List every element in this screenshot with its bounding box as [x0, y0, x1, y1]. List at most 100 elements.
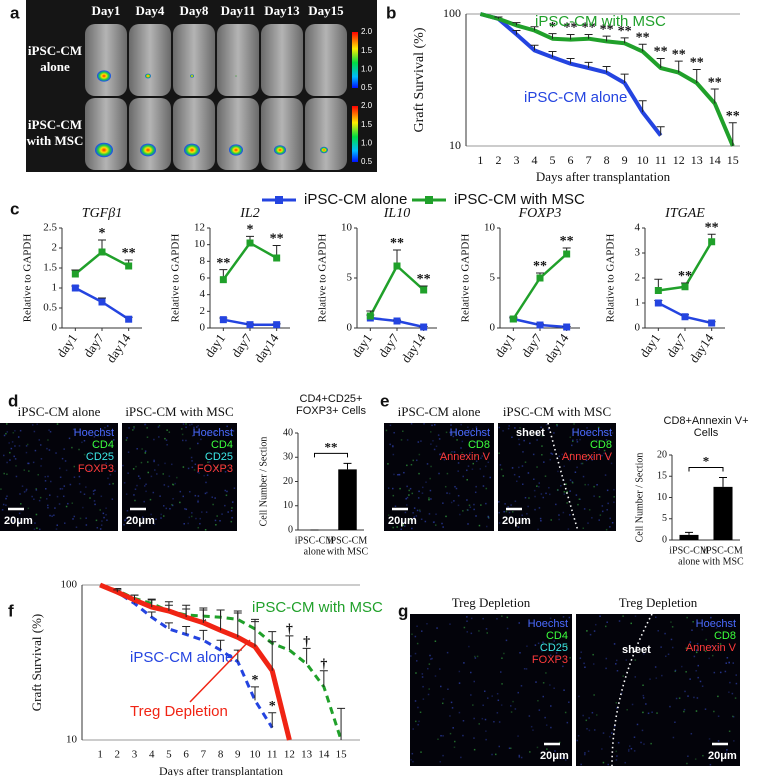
cell-dot: [145, 490, 147, 493]
error-bar: [302, 647, 311, 664]
cell-dot: [136, 447, 138, 450]
row-label: iPSC-CM: [28, 117, 82, 132]
cell-dot: [47, 475, 49, 478]
cell-dot: [456, 439, 458, 441]
error-bar: [656, 58, 665, 68]
cell-dot: [413, 516, 416, 518]
cell-dot: [83, 453, 86, 456]
point-marker: [393, 317, 401, 325]
cell-dot: [25, 445, 28, 447]
cell-dot: [53, 514, 55, 516]
cell-dot: [683, 710, 685, 713]
cell-dot: [438, 472, 440, 475]
cell-dot: [153, 523, 156, 525]
cell-dot: [59, 488, 62, 490]
cell-dot: [562, 665, 564, 668]
cell-dot: [71, 502, 74, 504]
cell-dot: [416, 660, 418, 662]
signal: [95, 142, 113, 158]
error-bar: [164, 601, 173, 611]
cell-dot: [511, 511, 514, 513]
cell-dot: [549, 684, 551, 686]
cell-dot: [232, 430, 235, 432]
cell-dot: [643, 653, 645, 655]
point-marker: [708, 238, 716, 246]
cell-dot: [572, 427, 575, 430]
x-tick-label: with MSC: [702, 556, 744, 567]
cell-dot: [705, 638, 707, 641]
cell-dot: [45, 488, 47, 490]
cell-dot: [428, 663, 431, 665]
y-axis-label: Graft Survival (%): [29, 614, 44, 711]
y-tick-label: 30: [283, 452, 293, 463]
cell-dot: [613, 501, 615, 504]
cell-dot: [14, 458, 17, 460]
cell-dot: [537, 642, 540, 645]
cell-dot: [562, 511, 565, 514]
row-label: with MSC: [27, 133, 84, 148]
y-axis-label: Relative to GAPDH: [22, 234, 34, 323]
y-tick-label: 100: [61, 579, 78, 591]
cell-dot: [577, 735, 580, 737]
panel-label: g: [398, 601, 408, 620]
cell-dot: [194, 463, 197, 466]
cell-dot: [593, 729, 596, 731]
cell-dot: [647, 712, 650, 715]
day-header: Day4: [136, 3, 165, 18]
cell-dot: [529, 442, 531, 445]
cell-dot: [701, 628, 704, 631]
cell-dot: [708, 657, 710, 660]
x-tick-label: 14: [318, 749, 330, 761]
cell-dot: [435, 445, 438, 448]
cell-dot: [596, 483, 598, 486]
cell-dot: [643, 743, 645, 745]
cell-dot: [427, 693, 430, 696]
cell-dot: [160, 517, 162, 519]
cell-dot: [437, 738, 439, 740]
cell-dot: [31, 495, 33, 498]
cell-dot: [398, 473, 400, 476]
cell-dot: [181, 433, 184, 436]
cell-dot: [146, 427, 148, 429]
cell-dot: [219, 442, 221, 444]
cell-dot: [603, 449, 606, 452]
cell-dot: [421, 492, 424, 494]
cell-dot: [704, 650, 707, 653]
cell-dot: [65, 505, 68, 508]
cell-dot: [471, 468, 474, 470]
signal: [140, 143, 156, 157]
significance-mark: *: [251, 673, 258, 688]
stain-label: CD25: [86, 451, 114, 463]
cell-dot: [440, 685, 442, 688]
color-scale: [352, 32, 358, 88]
y-tick-label: 8: [200, 255, 206, 267]
cell-dot: [518, 622, 520, 624]
cell-dot: [391, 487, 394, 490]
cell-dot: [429, 431, 432, 433]
cell-dot: [584, 752, 586, 754]
x-tick-label: 3: [132, 749, 138, 761]
cell-dot: [699, 680, 702, 683]
cell-dot: [421, 676, 424, 678]
cell-dot: [97, 434, 100, 437]
cell-dot: [506, 627, 509, 630]
cell-dot: [498, 522, 501, 524]
cell-dot: [547, 428, 550, 431]
cell-dot: [534, 495, 536, 498]
cell-dot: [502, 430, 504, 432]
point-marker: [273, 254, 281, 262]
cell-dot: [34, 522, 36, 524]
cell-dot: [135, 465, 137, 468]
cell-dot: [657, 630, 659, 632]
stain-label: CD8: [468, 439, 490, 451]
cell-dot: [543, 461, 545, 463]
cell-dot: [206, 491, 208, 494]
stain-label: CD8: [590, 439, 612, 451]
cell-dot: [633, 736, 636, 738]
cell-dot: [602, 431, 604, 434]
cell-dot: [112, 482, 114, 485]
x-tick-label: 5: [166, 749, 172, 761]
cell-dot: [420, 751, 422, 753]
cell-dot: [144, 450, 147, 452]
cell-dot: [183, 523, 185, 525]
